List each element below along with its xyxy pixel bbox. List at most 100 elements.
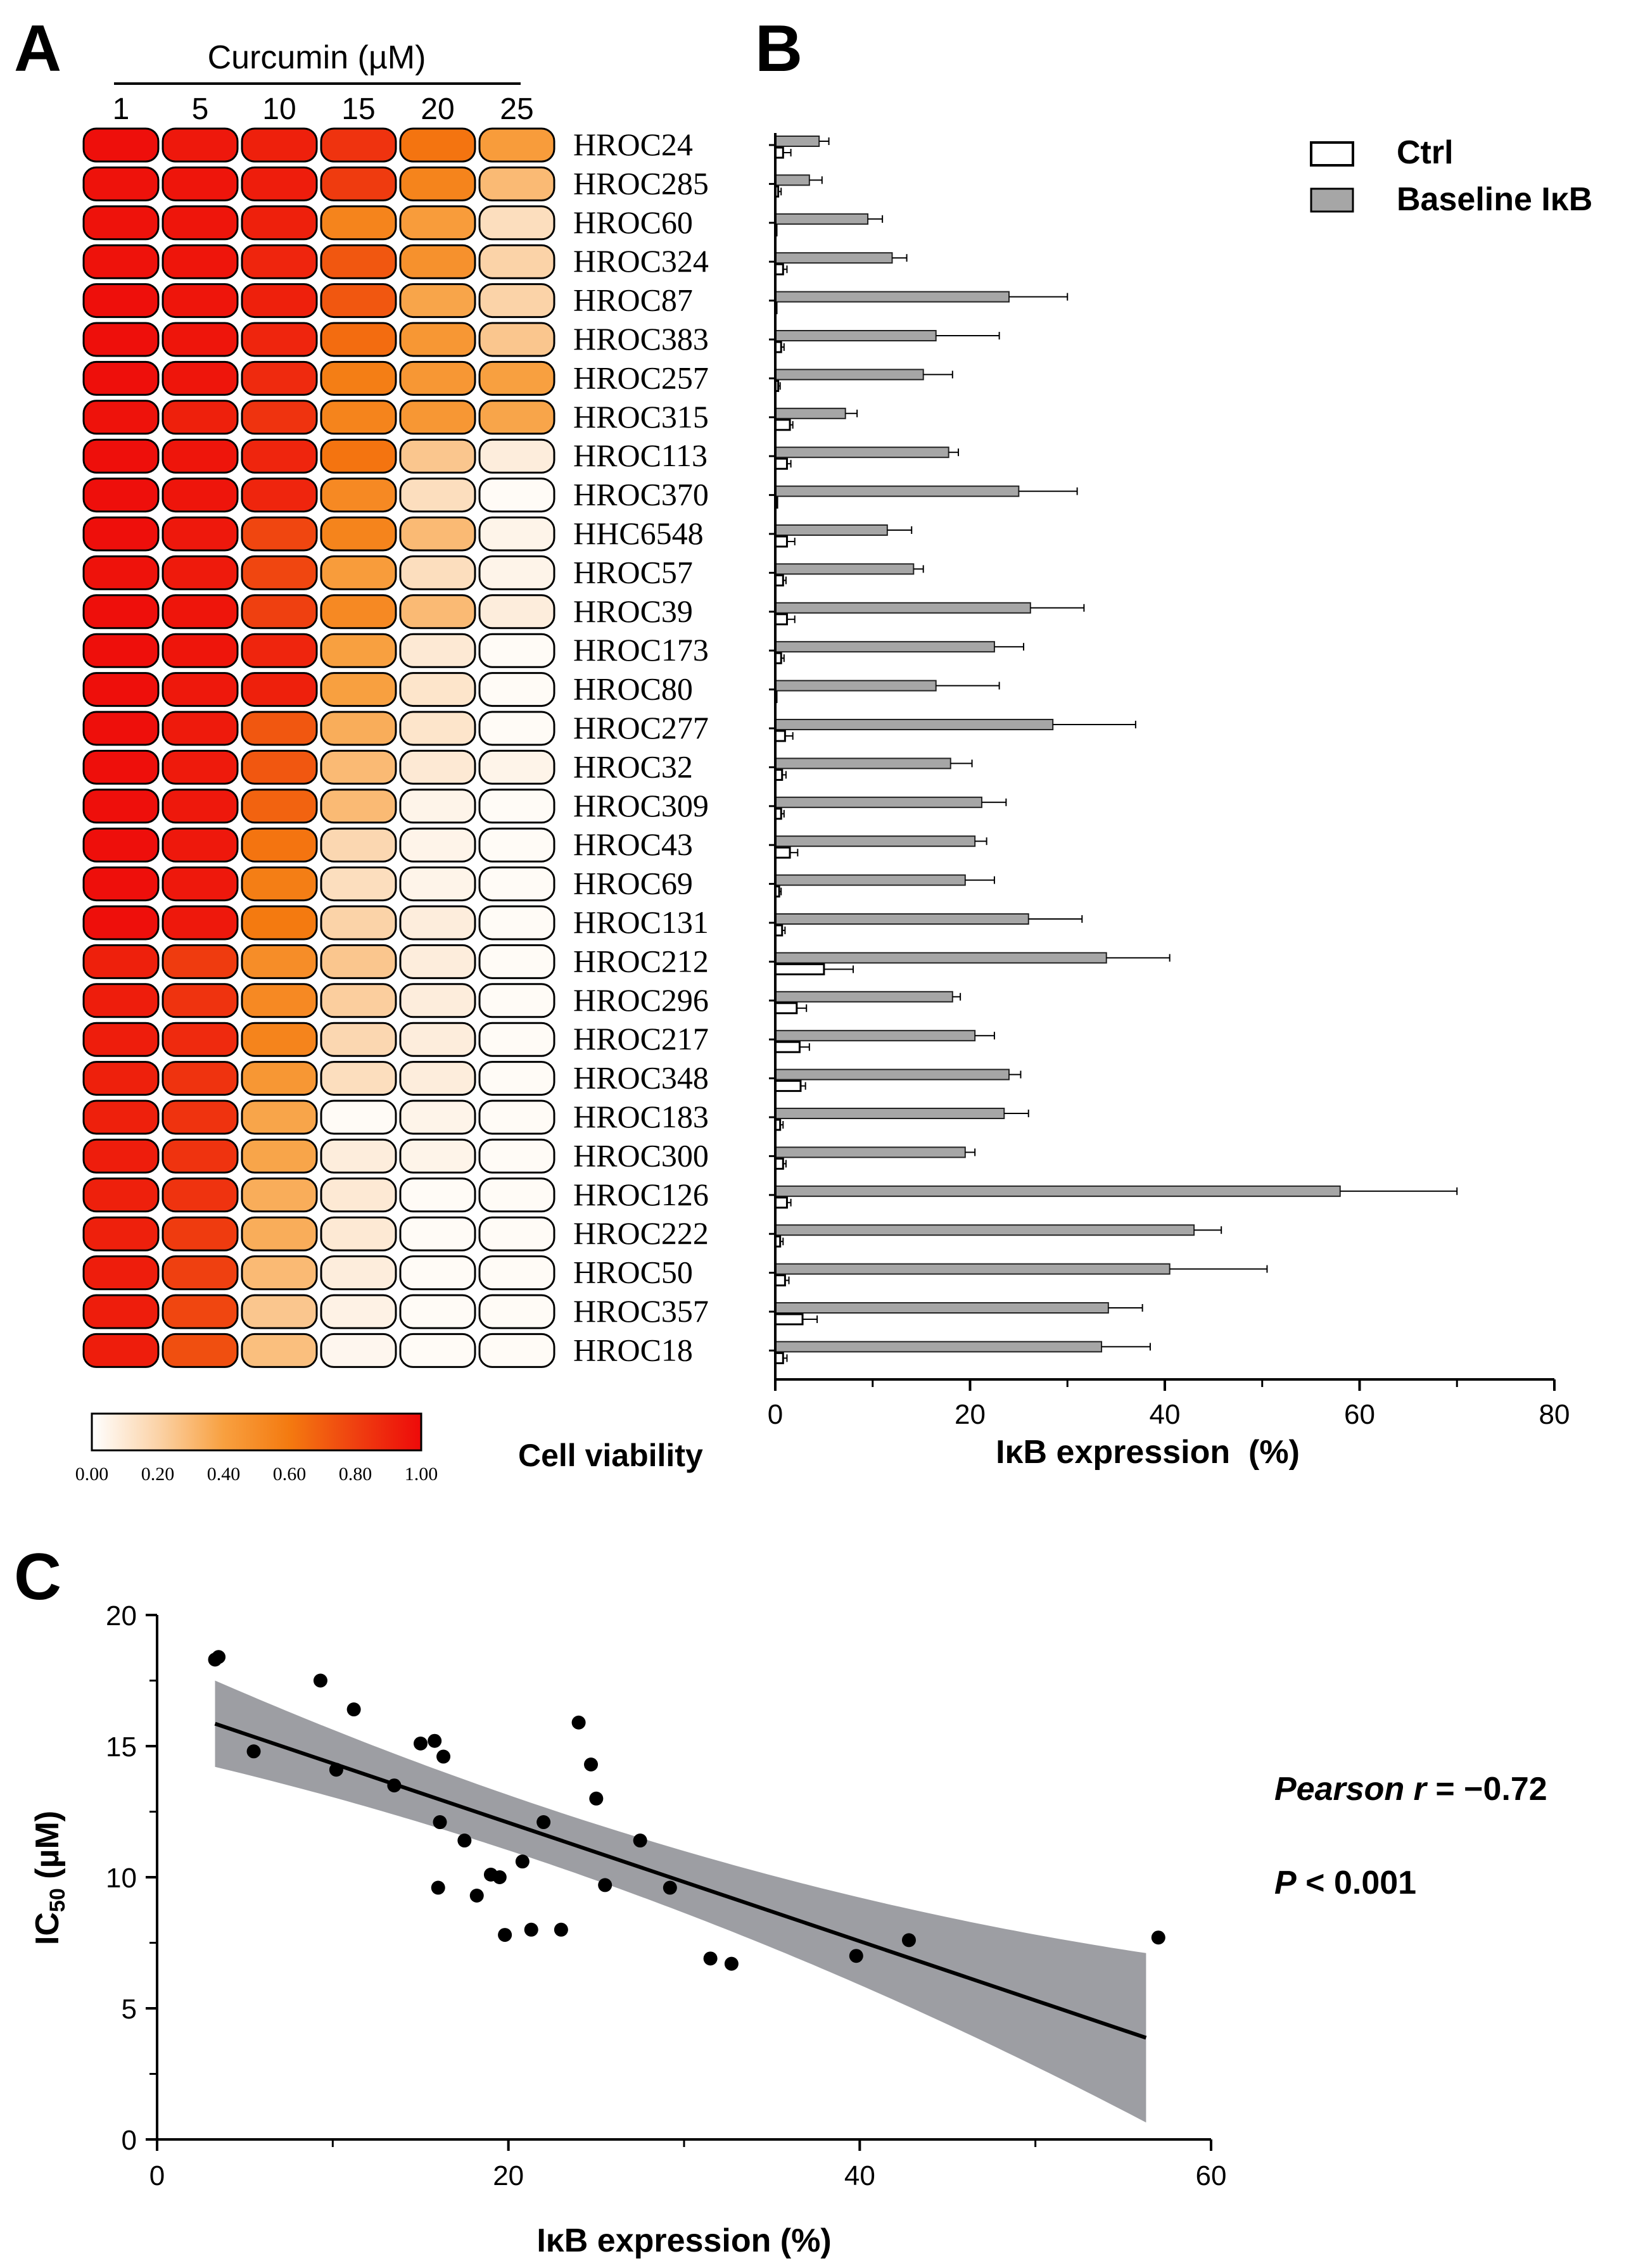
heatmap-cell <box>241 400 318 435</box>
heatmap-cell <box>320 827 397 863</box>
heatmap-cell <box>162 478 239 513</box>
heatmap-cell <box>82 827 160 863</box>
heatmap-cell <box>320 866 397 902</box>
heatmap-cell <box>82 283 160 319</box>
heatmap-cell <box>162 1061 239 1096</box>
scatter-point <box>663 1880 677 1895</box>
colorbar-title: Cell viability <box>518 1438 703 1473</box>
heatmap-cell <box>320 283 397 319</box>
scatter-point <box>433 1815 447 1830</box>
heatmap-cell <box>399 205 476 241</box>
heatmap-cell <box>162 166 239 201</box>
heatmap-cell <box>241 1216 318 1251</box>
bar-ctrl <box>774 1080 802 1093</box>
heatmap-column-label: 10 <box>262 92 296 126</box>
heatmap-cell <box>82 749 160 785</box>
heatmap-cell <box>162 711 239 746</box>
heatmap-cell <box>241 866 318 902</box>
heatmap-cell <box>162 1255 239 1291</box>
bar-baseline-ikb <box>775 1030 976 1042</box>
heatmap-cell <box>320 400 397 435</box>
heatmap-cell <box>478 1061 555 1096</box>
heatmap-row-label: HROC183 <box>573 1099 709 1134</box>
heatmap-cell <box>399 283 476 319</box>
scatter-point <box>584 1757 599 1771</box>
colorbar-tick-label: 0.40 <box>207 1464 241 1485</box>
bar-baseline-ikb <box>775 1108 1005 1119</box>
heatmap-cell <box>241 1333 318 1368</box>
heatmap-cell <box>478 478 555 513</box>
bar-chart-x-label: IκB expression (%) <box>996 1434 1300 1471</box>
heatmap-cell <box>82 1333 160 1368</box>
scatter-point <box>431 1880 445 1895</box>
heatmap-cell <box>320 1294 397 1329</box>
scatter-point <box>1151 1930 1165 1945</box>
heatmap-cell <box>162 322 239 357</box>
heatmap-row-label: HROC80 <box>573 671 693 707</box>
heatmap-row-label: HROC357 <box>573 1293 709 1329</box>
heatmap-cell <box>399 127 476 163</box>
heatmap-cell <box>162 633 239 668</box>
bar-ctrl <box>774 457 788 470</box>
heatmap-cell <box>478 1177 555 1213</box>
bar-baseline-ikb <box>775 874 966 886</box>
heatmap-row-label: HROC43 <box>573 827 693 862</box>
heatmap-cell <box>241 360 318 396</box>
scatter-y-label: IC50 (µM) <box>29 1811 70 1945</box>
heatmap-cell <box>82 1177 160 1213</box>
p-value-annotation: P < 0.001 <box>1274 1865 1416 1901</box>
bar-baseline-ikb <box>775 563 915 575</box>
heatmap-cell <box>82 438 160 474</box>
scatter-point <box>589 1791 604 1806</box>
heatmap-cell <box>162 438 239 474</box>
heatmap-cell <box>162 594 239 630</box>
heatmap-cell <box>82 205 160 241</box>
heatmap-cell <box>478 1333 555 1368</box>
heatmap-cell <box>162 205 239 241</box>
heatmap-cell <box>320 672 397 707</box>
heatmap-cell <box>399 1061 476 1096</box>
bar-ctrl <box>774 535 788 548</box>
bar-baseline-ikb <box>775 524 888 536</box>
scatter-y-label-sub: 50 <box>46 1888 70 1912</box>
heatmap-cell <box>162 672 239 707</box>
heatmap-cell <box>399 633 476 668</box>
heatmap-cell <box>82 400 160 435</box>
bar-chart-bars <box>769 136 1458 1364</box>
heatmap-cell <box>82 1255 160 1291</box>
heatmap-cell <box>241 205 318 241</box>
heatmap-cell <box>82 905 160 941</box>
heatmap-row-label: HROC217 <box>573 1021 709 1056</box>
scatter-x-tick-label: 20 <box>493 2160 524 2191</box>
scatter-point <box>428 1733 442 1748</box>
heatmap-cell <box>241 711 318 746</box>
heatmap-row-label: HROC60 <box>573 205 693 240</box>
heatmap-cell <box>320 244 397 279</box>
heatmap-cell <box>162 400 239 435</box>
heatmap-cell <box>478 205 555 241</box>
heatmap-cell <box>241 438 318 474</box>
heatmap-cell <box>82 594 160 630</box>
heatmap-cell <box>241 555 318 590</box>
heatmap-cell <box>241 672 318 707</box>
heatmap-cell <box>241 944 318 979</box>
heatmap-cell <box>320 1099 397 1135</box>
scatter-point <box>901 1933 916 1948</box>
heatmap-column-label: 20 <box>421 92 454 126</box>
heatmap-cell <box>320 516 397 552</box>
heatmap-cell <box>82 322 160 357</box>
heatmap-cell <box>82 478 160 513</box>
heatmap-cell <box>399 516 476 552</box>
bar-baseline-ikb <box>775 796 982 808</box>
heatmap-cell <box>478 166 555 201</box>
scatter-point <box>212 1650 226 1664</box>
heatmap-cell <box>162 516 239 552</box>
heatmap-row-label: HROC32 <box>573 749 693 784</box>
heatmap-cell <box>241 283 318 319</box>
heatmap-cell <box>241 322 318 357</box>
heatmap-cell <box>241 789 318 824</box>
heatmap-cell <box>162 1177 239 1213</box>
bar-x-tick-label: 80 <box>1539 1399 1570 1430</box>
scatter-point <box>436 1749 451 1764</box>
scatter-x-tick-label: 60 <box>1196 2160 1227 2191</box>
